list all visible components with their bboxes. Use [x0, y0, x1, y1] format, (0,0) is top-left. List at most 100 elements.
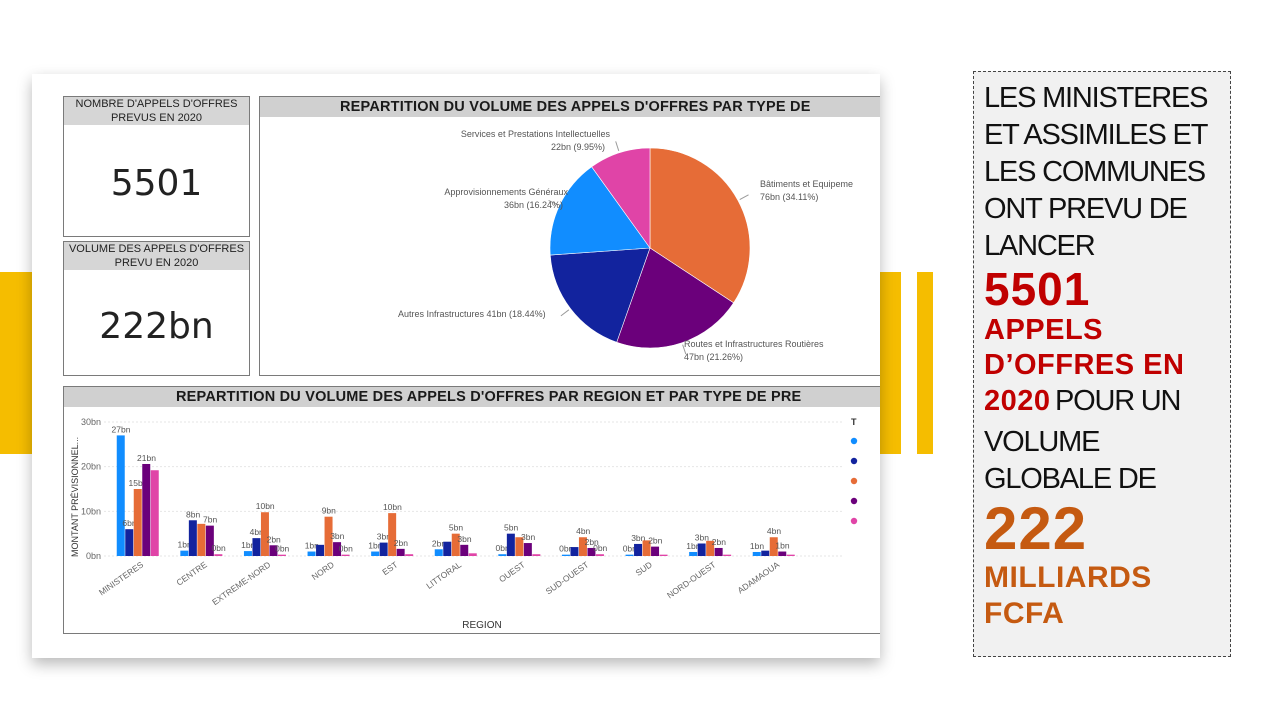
bar-data-label: 3bn	[330, 531, 344, 541]
bar-data-label: 8bn	[186, 509, 200, 519]
pie-chart-title: REPARTITION DU VOLUME DES APPELS D'OFFRE…	[260, 97, 880, 117]
yellow-accent-band-left	[0, 272, 35, 454]
bar-data-label: 0bn	[593, 543, 607, 553]
bar	[778, 551, 787, 556]
legend-marker	[850, 477, 858, 485]
bar	[642, 540, 651, 556]
bar-data-label: 0bn	[212, 543, 226, 553]
bar	[523, 543, 532, 556]
bar	[634, 543, 643, 556]
x-tick-label: ADAMAOUA	[736, 559, 782, 595]
bar-data-label: 3bn	[695, 532, 709, 542]
bar	[659, 554, 668, 556]
pie-slice-name: Approvisionnements Généraux	[444, 187, 568, 197]
legend-marker	[850, 457, 858, 465]
summary-line: GLOBALE DE	[984, 463, 1157, 495]
highlight-year: 2020	[984, 385, 1051, 417]
y-axis-label: MONTANT PRÉVISIONNEL...	[70, 437, 80, 557]
bar	[769, 537, 778, 556]
bar	[252, 538, 261, 556]
bar-data-label: 0bn	[623, 544, 637, 554]
bar-data-label: 2bn	[432, 538, 446, 548]
bar-data-label: 2bn	[394, 538, 408, 548]
yellow-accent-band-right-2	[917, 272, 933, 454]
bar	[277, 554, 286, 556]
kpi-value: 222bn	[99, 306, 214, 347]
bar-data-label: 1bn	[775, 541, 789, 551]
summary-line: LES COMMUNES	[984, 156, 1206, 188]
pie-slice-name: Services et Prestations Intellectuelles	[461, 129, 611, 139]
bar-data-label: 0bn	[559, 544, 573, 554]
bar	[396, 548, 405, 556]
bar-data-label: 1bn	[178, 540, 192, 550]
y-tick-label: 0bn	[86, 551, 101, 561]
bar	[324, 516, 333, 556]
pie-slice-label: 22bn (9.95%)	[551, 142, 605, 152]
pie-slice	[591, 147, 651, 249]
bar	[506, 533, 515, 556]
highlight-fcfa: FCFA	[984, 597, 1065, 630]
pie-chart-card: REPARTITION DU VOLUME DES APPELS D'OFFRE…	[259, 96, 880, 376]
pie-slice-label: 47bn (21.26%)	[684, 352, 743, 362]
summary-line: LANCER	[984, 230, 1096, 262]
bar	[333, 542, 342, 556]
bar	[714, 547, 723, 556]
bar-data-label: 4bn	[767, 526, 781, 536]
bar	[532, 554, 541, 556]
bar-data-label: 1bn	[368, 541, 382, 551]
bar-data-label: 10bn	[383, 502, 402, 512]
bar-data-label: 1bn	[305, 541, 319, 551]
legend-title: T	[851, 417, 857, 427]
bar	[468, 553, 477, 556]
bar-data-label: 3bn	[377, 532, 391, 542]
bar-data-label: 1bn	[686, 541, 700, 551]
bar	[451, 533, 460, 556]
bar	[498, 554, 507, 556]
pie-chart: Bâtiments et Equipeme 76bn (34.11%) Routes…	[398, 129, 853, 362]
x-tick-label: MINISTERES	[97, 559, 146, 597]
x-tick-label: SUD	[634, 559, 654, 577]
summary-line: ET ASSIMILES ET	[984, 119, 1208, 151]
pie-leader-line	[548, 199, 558, 206]
bar	[214, 554, 223, 556]
pie-slice-label: Autres Infrastructures 41bn (18.44%)	[398, 309, 546, 319]
kpi-card-count: NOMBRE D'APPELS D'OFFRES PREVUS EN 2020 …	[63, 96, 250, 237]
bar-chart-title: REPARTITION DU VOLUME DES APPELS D'OFFRE…	[64, 387, 880, 407]
x-tick-label: CENTRE	[174, 559, 209, 587]
bar	[761, 550, 770, 556]
bar	[269, 545, 278, 556]
bar	[243, 551, 252, 556]
bar-data-label: 3bn	[521, 532, 535, 542]
kpi-card-volume: VOLUME DES APPELS D'OFFRES PREVU EN 2020…	[63, 241, 250, 376]
bar	[133, 489, 142, 556]
summary-text-box: LES MINISTERES ET ASSIMILES ET LES COMMU…	[973, 71, 1231, 657]
bar-data-label: 27bn	[112, 424, 131, 434]
x-tick-label: LITTORAL	[424, 559, 463, 591]
pie-slice-label: 36bn (16.24%)	[504, 200, 563, 210]
bar	[515, 537, 524, 556]
bar	[723, 554, 732, 556]
highlight-appels: APPELS	[984, 314, 1104, 346]
bar-data-label: 1bn	[750, 541, 764, 551]
pie-leader-line	[560, 309, 570, 317]
bar-chart-card: REPARTITION DU VOLUME DES APPELS D'OFFRE…	[63, 386, 880, 634]
bar	[561, 554, 570, 556]
bar-data-label: 4bn	[576, 526, 590, 536]
x-tick-label: EXTREME-NORD	[210, 559, 272, 607]
bar	[570, 547, 579, 556]
bar	[460, 544, 469, 556]
kpi-label: VOLUME DES APPELS D'OFFRES PREVU EN 2020	[64, 242, 249, 270]
x-tick-label: NORD-OUEST	[665, 559, 718, 600]
bar	[405, 554, 414, 556]
highlight-count: 5501	[984, 263, 1091, 315]
pie-slice-name: Bâtiments et Equipeme	[760, 179, 853, 189]
yellow-accent-band-right-1	[879, 272, 901, 454]
bar-data-label: 3bn	[457, 534, 471, 544]
x-axis-label: REGION	[462, 620, 501, 631]
bar	[786, 554, 795, 556]
summary-line: POUR UN	[1054, 385, 1182, 417]
x-tick-label: SUD-OUEST	[544, 559, 591, 596]
bar-data-label: 6bn	[122, 518, 136, 528]
bar	[587, 547, 596, 556]
